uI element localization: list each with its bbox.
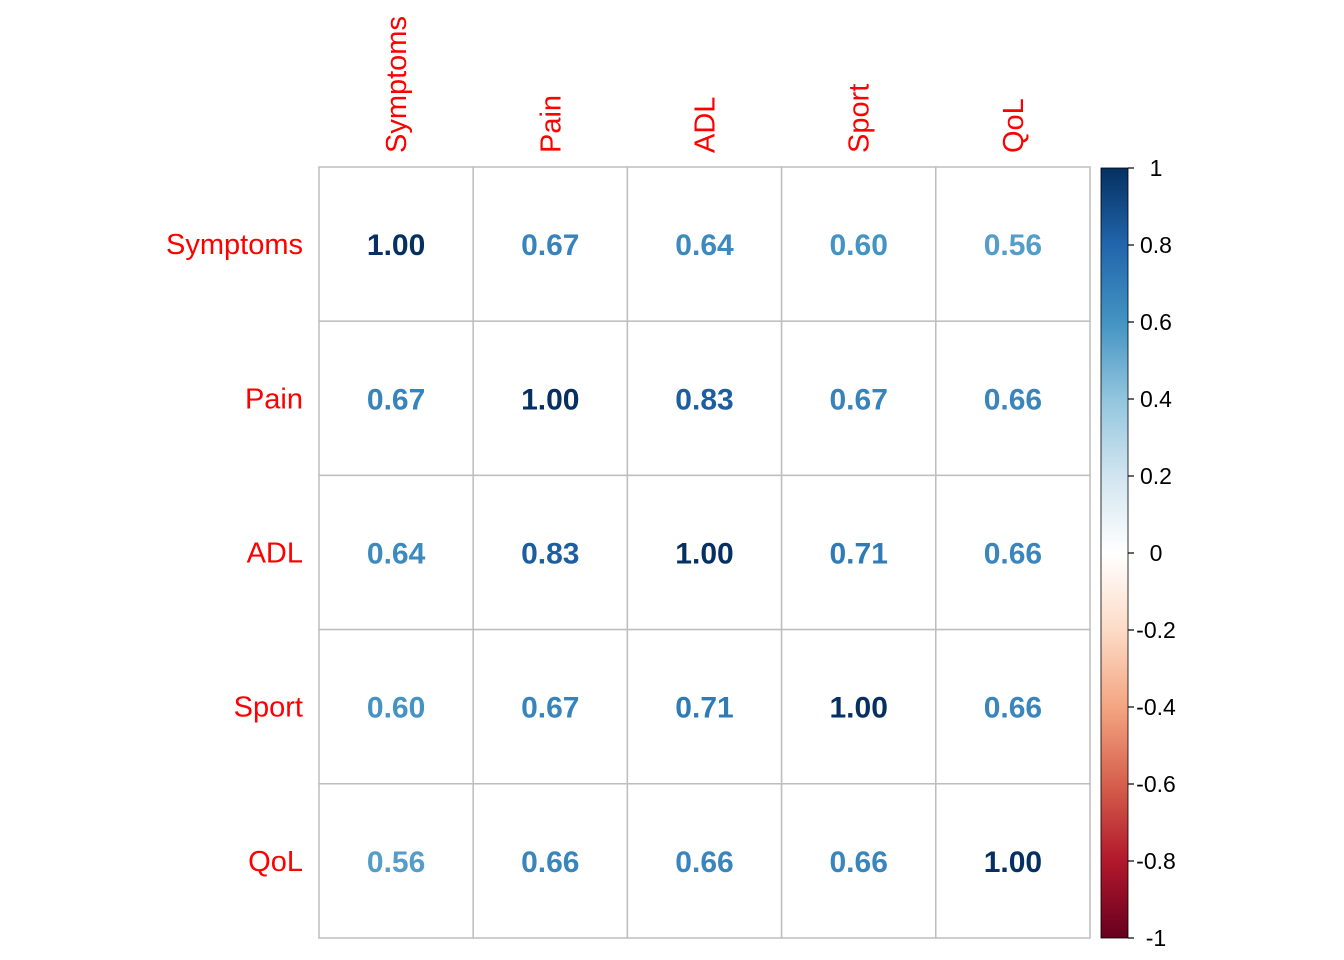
row-label: Symptoms <box>166 229 303 261</box>
legend-tick-label: 0.4 <box>1140 386 1172 412</box>
cell-value-label: 0.66 <box>675 846 733 879</box>
legend-tick-label: -0.2 <box>1136 617 1176 643</box>
matrix-cell <box>780 474 937 631</box>
cell-value-label: 0.83 <box>521 538 579 571</box>
matrix-cell <box>318 320 474 477</box>
column-label: ADL <box>690 97 722 153</box>
cell-value-label: 0.60 <box>830 229 888 262</box>
matrix-cell <box>472 628 629 785</box>
cell-value-label: 0.67 <box>521 229 579 262</box>
cell-value-label: 0.56 <box>367 846 425 879</box>
matrix-cell <box>626 474 783 631</box>
cell-value-label: 0.66 <box>984 692 1042 725</box>
cell-value-label: 0.67 <box>521 692 579 725</box>
matrix-cell <box>318 166 474 322</box>
matrix-cell <box>935 320 1091 477</box>
matrix-cell <box>935 474 1091 631</box>
legend-tick-label: 0 <box>1150 540 1163 566</box>
column-label: Symptoms <box>381 16 413 153</box>
matrix-cell <box>472 474 629 631</box>
row-label: QoL <box>248 846 303 878</box>
row-label: Sport <box>234 692 303 724</box>
legend-tick-label: 1 <box>1150 155 1163 181</box>
row-label: Pain <box>245 383 303 415</box>
matrix-cell <box>780 166 937 322</box>
matrix-cell <box>935 783 1091 939</box>
column-labels: Symptoms Pain ADL Sport QoL <box>381 16 1030 153</box>
legend-tick-label: -0.4 <box>1136 694 1176 720</box>
matrix-cell <box>472 166 629 322</box>
legend-tick-label: -1 <box>1146 925 1166 951</box>
cell-value-label: 1.00 <box>521 383 579 416</box>
cell-value-label: 0.64 <box>675 229 734 262</box>
cell-value-label: 0.66 <box>984 538 1042 571</box>
cell-value-label: 1.00 <box>675 538 733 571</box>
legend-tick-label: 0.8 <box>1140 232 1172 258</box>
cell-value-label: 0.71 <box>830 538 888 571</box>
cell-value-label: 0.71 <box>675 692 733 725</box>
matrix-cell <box>935 166 1091 322</box>
matrix-cell <box>626 166 783 322</box>
column-label: QoL <box>998 98 1030 153</box>
color-legend: 1 0.8 0.6 0.4 0.2 0 -0.2 -0.4 -0.6 -0.8 -1 <box>1100 155 1176 951</box>
column-label: Pain <box>535 95 567 153</box>
matrix-cell <box>318 783 474 939</box>
matrix-cell <box>626 320 783 477</box>
cell-value-label: 0.64 <box>367 538 426 571</box>
color-legend-bar <box>1100 167 1129 939</box>
column-label: Sport <box>844 84 876 153</box>
matrix-cell <box>626 783 783 939</box>
row-label: ADL <box>247 538 303 570</box>
matrix-cell <box>318 628 474 785</box>
matrix-cell <box>935 628 1091 785</box>
cell-value-label: 0.66 <box>984 383 1042 416</box>
matrix-cell <box>780 628 937 785</box>
cell-value-label: 0.83 <box>675 383 733 416</box>
legend-tick-label: -0.8 <box>1136 848 1176 874</box>
matrix-cell <box>626 628 783 785</box>
matrix-cells: 1.00 0.67 0.64 0.60 0.56 0.67 1.00 0.83 0.67 0.66… <box>318 166 1091 939</box>
cell-value-label: 0.66 <box>521 846 579 879</box>
cell-value-label: 0.56 <box>984 229 1042 262</box>
cell-value-label: 1.00 <box>367 229 425 262</box>
row-labels: Symptoms Pain ADL Sport QoL <box>166 229 303 878</box>
matrix-cell <box>472 783 629 939</box>
legend-tick-label: 0.2 <box>1140 463 1172 489</box>
cell-value-label: 0.66 <box>830 846 888 879</box>
cell-value-label: 0.67 <box>830 383 888 416</box>
cell-value-label: 0.60 <box>367 692 425 725</box>
cell-value-label: 0.67 <box>367 383 425 416</box>
legend-tick-label: -0.6 <box>1136 771 1176 797</box>
legend-tick-label: 0.6 <box>1140 309 1172 335</box>
cell-value-label: 1.00 <box>830 692 888 725</box>
cell-value-label: 1.00 <box>984 846 1042 879</box>
